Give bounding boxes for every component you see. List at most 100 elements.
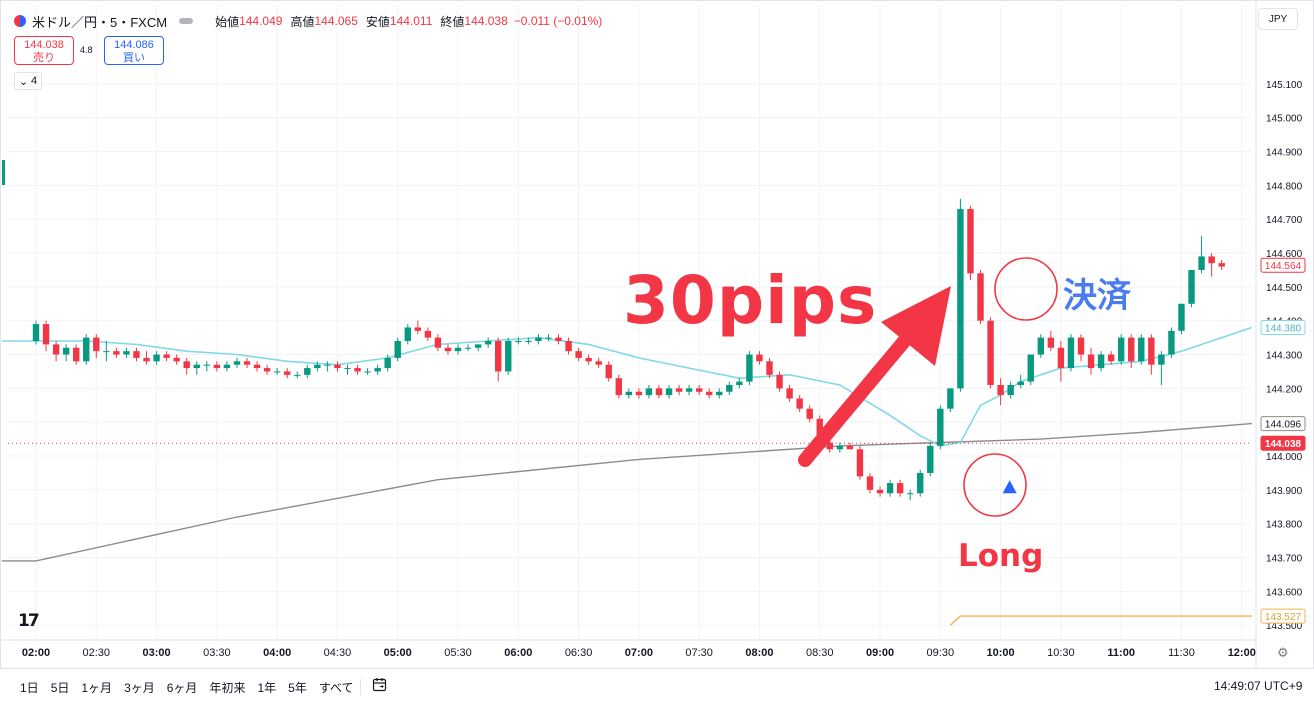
period-button[interactable]: 1日 [20,681,39,695]
indicators-toggle[interactable]: ⌄ 4 [14,72,42,90]
candle-body [555,337,562,341]
candle-body [354,368,361,372]
period-button[interactable]: 年初来 [209,681,246,695]
clock[interactable]: 14:49:07 UTC+9 [1214,679,1303,693]
candle-body [62,347,70,355]
candle-body [645,388,653,396]
candle-body [404,327,411,341]
calendar-goto-icon[interactable] [372,677,388,693]
candle-body [213,364,221,369]
y-tick-label: 144.200 [1266,384,1303,395]
candle-body [565,341,572,352]
candle-body [284,371,291,375]
currency-button[interactable]: JPY [1258,8,1298,30]
candle-body [304,368,311,375]
symbol-title[interactable]: 米ドル／円・5・FXCM [32,14,168,30]
candle-body [183,361,190,369]
period-button[interactable]: 1年 [257,681,277,695]
price-label-text: 144.038 [1265,439,1302,450]
price-label-box [1260,608,1306,624]
candle-body [52,344,60,355]
candle-body [605,364,612,379]
x-tick-label: 10:30 [1047,647,1075,659]
x-tick-label: 06:00 [504,647,532,659]
candle-body [1148,337,1155,365]
candle-body [655,388,663,396]
candle-body [886,483,894,494]
candle-body [1047,337,1055,348]
ma-slow-line [1,422,1252,562]
candle-body [484,341,492,345]
candle-body [223,364,231,369]
period-button[interactable]: 6ヶ月 [166,681,198,695]
moving-averages [1,326,1253,626]
period-button[interactable]: すべて [318,681,354,695]
price-label: 144.564 [1260,257,1306,273]
candle-body [987,320,994,385]
x-tick-label: 06:30 [565,647,593,659]
candle-body [1168,330,1175,355]
x-tick-label: 10:00 [987,647,1015,659]
high-label: 高値 [290,14,315,29]
sell-button[interactable]: 144.038 売り [14,36,74,65]
price-label-text: 144.380 [1265,323,1302,334]
candle-body [444,347,452,352]
y-tick-label: 144.500 [1266,283,1303,294]
candle-body [193,364,200,369]
x-tick-label: 04:00 [263,647,291,659]
buy-button[interactable]: 144.086 買い [104,36,164,65]
flag-icon [14,15,26,27]
candles [32,198,1225,501]
y-tick-label: 144.700 [1266,215,1303,226]
candle-body [575,351,582,358]
candle-body [344,368,351,370]
candle-body [474,344,482,348]
settings-gear-icon[interactable]: ⚙ [1277,645,1289,660]
x-tick-label: 09:00 [866,647,894,659]
candle-body [273,371,281,373]
candle-body [394,341,401,358]
candle-body [314,364,321,369]
candle-body [746,354,753,382]
open-label: 始値 [215,14,240,29]
candle-body [615,378,622,396]
candle-body [1117,337,1125,362]
x-tick-label: 02:00 [22,647,50,659]
candle-body [1077,337,1085,355]
price-label: 144.038 [1260,435,1306,451]
toolbar-divider [360,679,361,695]
candle-body [1057,347,1065,369]
candle-body [133,351,140,358]
tradingview-logo-icon[interactable]: 17 [18,611,40,631]
chevron-down-icon: ⌄ [18,75,29,88]
candle-body [796,398,803,409]
y-tick-label: 143.800 [1266,520,1303,531]
candle-body [695,388,703,392]
candle-body [525,341,532,342]
candle-body [726,384,733,392]
period-button[interactable]: 3ヶ月 [124,681,155,695]
candle-body [384,357,391,369]
candle-body [1017,381,1024,385]
y-tick-label: 144.300 [1266,351,1303,362]
period-button[interactable]: 5日 [50,681,70,695]
candle-body [143,357,150,362]
candle-body [906,493,914,495]
period-button[interactable]: 5年 [288,681,307,695]
candle-body [937,408,944,446]
period-button[interactable]: 1ヶ月 [81,681,113,695]
candle-body [846,445,854,450]
candle-body [414,327,422,331]
candle-body [113,351,120,355]
candle-body [163,354,170,358]
x-tick-label: 11:30 [1168,647,1195,659]
x-tick-label: 04:30 [324,647,352,659]
candle-body [1178,303,1185,331]
buy-label: 買い [123,52,145,64]
price-label-box [1260,416,1306,432]
indicators-count: 4 [31,75,38,87]
candle-body [1138,337,1145,362]
candle-body [253,364,261,369]
left-edge-marker [2,160,5,185]
